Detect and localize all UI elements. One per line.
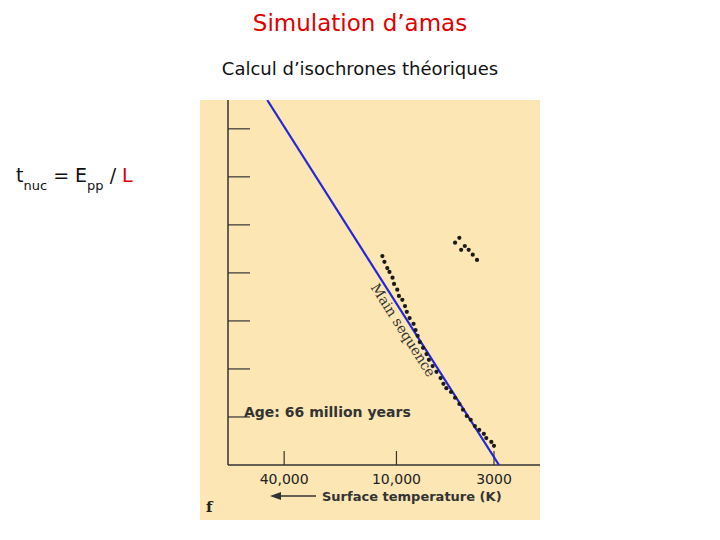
star-point	[471, 253, 475, 257]
star-point	[463, 244, 467, 248]
y-tick	[228, 224, 250, 225]
star-point	[492, 444, 496, 448]
star-point	[469, 418, 473, 422]
star-point	[403, 304, 407, 308]
slide-title: Simulation d’amas	[253, 10, 467, 36]
arrow-head	[270, 492, 281, 500]
series-label: Main sequence	[368, 280, 439, 379]
x-tick-label: 40,000	[260, 471, 309, 487]
y-tick	[228, 272, 250, 273]
star-point	[482, 432, 486, 436]
slide: Simulation d’amas Calcul d’isochrones thé…	[0, 0, 720, 540]
star-point	[387, 270, 391, 274]
star-point	[408, 316, 412, 320]
star-point	[444, 386, 448, 390]
star-point	[400, 298, 404, 302]
star-point	[380, 254, 384, 258]
y-tick	[228, 128, 250, 129]
x-axis-label: Surface temperature (K)	[322, 489, 502, 504]
star-point	[449, 390, 453, 394]
star-point	[457, 236, 461, 240]
star-point	[395, 288, 399, 292]
formula-part: /	[104, 164, 122, 186]
arrow	[278, 495, 316, 496]
formula-part: t	[16, 164, 23, 186]
x-tick-label: 3000	[476, 471, 512, 487]
slide-subtitle: Calcul d’isochrones théoriques	[222, 58, 498, 79]
y-tick	[228, 320, 250, 321]
star-point	[390, 276, 394, 280]
formula-part: = E	[47, 164, 87, 186]
formula-part: nuc	[23, 178, 47, 193]
star-point	[382, 260, 386, 264]
star-point	[473, 424, 477, 428]
x-tick	[284, 451, 285, 465]
star-point	[475, 258, 479, 262]
annotation: Age: 66 million years	[244, 404, 411, 420]
star-point	[438, 376, 442, 380]
star-point	[453, 241, 457, 245]
formula-part: L	[122, 164, 133, 186]
star-point	[484, 436, 488, 440]
y-axis	[227, 100, 229, 465]
x-tick-label: 10,000	[372, 471, 421, 487]
star-point	[453, 396, 457, 400]
star-point	[441, 382, 445, 386]
panel-label: f	[206, 498, 214, 516]
x-tick	[396, 451, 397, 465]
star-point	[397, 294, 401, 298]
star-point	[392, 282, 396, 286]
formula-part: pp	[87, 178, 104, 193]
star-point	[457, 402, 461, 406]
y-tick	[228, 368, 250, 369]
star-point	[405, 310, 409, 314]
x-axis	[228, 464, 540, 466]
star-point	[477, 428, 481, 432]
star-point	[467, 248, 471, 252]
star-point	[459, 248, 463, 252]
star-point	[489, 440, 493, 444]
star-point	[465, 414, 469, 418]
star-point	[385, 266, 389, 270]
chart-panel	[200, 100, 540, 520]
star-point	[461, 408, 465, 412]
star-point	[411, 322, 415, 326]
y-tick	[228, 176, 250, 177]
formula: tnuc = Epp / L	[16, 164, 133, 193]
